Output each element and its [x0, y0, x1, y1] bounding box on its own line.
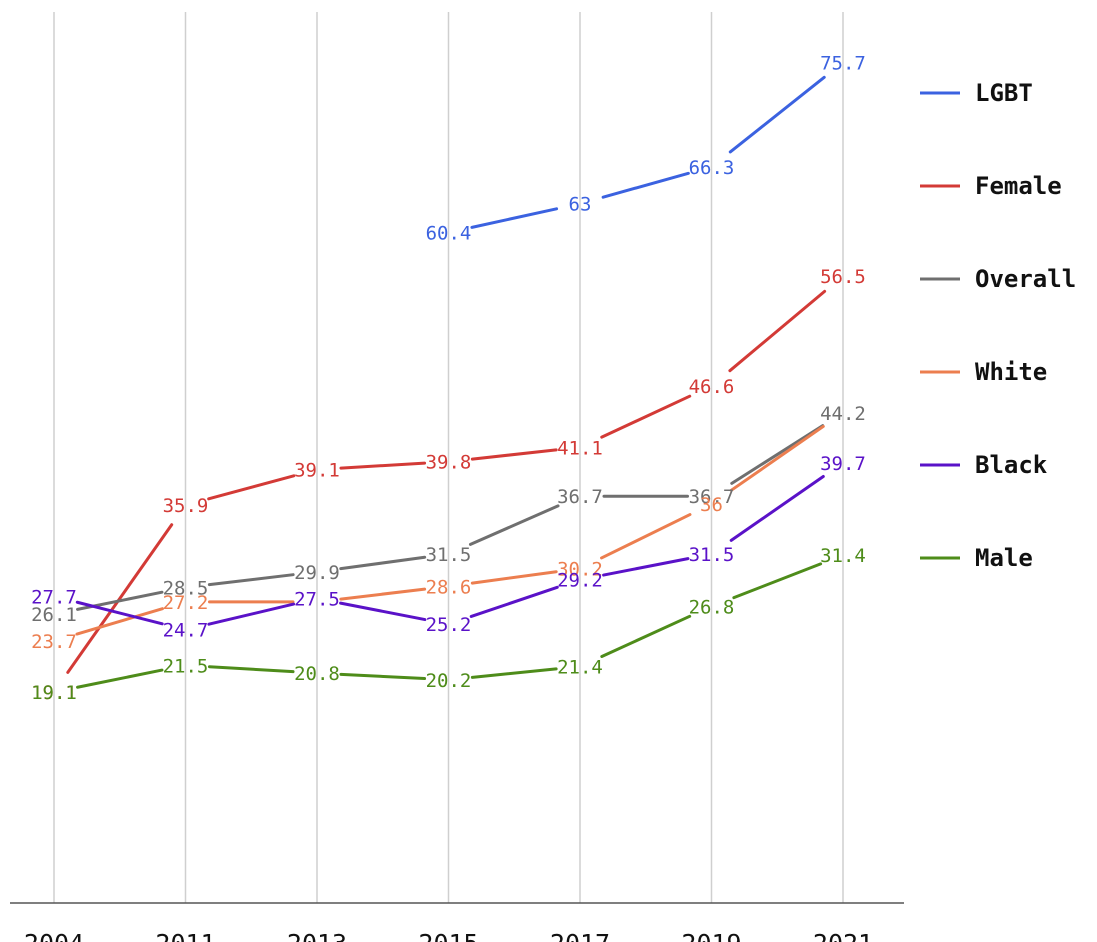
data-label-black: 25.2: [426, 614, 472, 636]
series-line-white-segment: [729, 424, 825, 492]
series-line-black-segment: [729, 475, 825, 542]
x-tick-label: 2013: [287, 929, 347, 942]
series-line-white-segment: [600, 513, 692, 560]
legend-label-black: Black: [975, 451, 1048, 479]
series-line-white-segment: [75, 607, 164, 636]
data-label-overall: 44.2: [820, 403, 866, 425]
data-label-overall: 31.5: [426, 544, 472, 566]
data-label-black: 29.2: [557, 570, 603, 592]
data-label-white: 27.2: [163, 592, 209, 614]
data-label-white: 23.7: [31, 631, 77, 653]
data-label-overall: 29.9: [294, 562, 340, 584]
data-label-male: 20.8: [294, 663, 340, 685]
data-label-black: 27.5: [294, 589, 340, 611]
data-label-white: 28.6: [426, 576, 472, 598]
x-tick-label: 2015: [418, 929, 478, 942]
legend: LGBT Female Overall White Black Male: [920, 79, 1076, 572]
legend-label-lgbt: LGBT: [975, 79, 1033, 107]
series-line-black-segment: [469, 585, 559, 618]
series-line-black-segment: [207, 602, 296, 626]
series-line-male-segment: [339, 672, 427, 681]
data-label-male: 20.2: [426, 670, 472, 692]
series-line-overall-segment: [207, 573, 295, 587]
data-label-male: 26.8: [689, 596, 735, 618]
x-tick-label: 2019: [681, 929, 741, 942]
data-label-male: 19.1: [31, 682, 77, 704]
data-label-female: 46.6: [689, 376, 735, 398]
data-label-black: 24.7: [163, 620, 209, 642]
x-tick-label: 2017: [550, 929, 610, 942]
data-label-female: 41.1: [557, 437, 603, 459]
data-label-overall: 36.7: [557, 486, 603, 508]
series-line-male-segment: [600, 614, 692, 658]
data-label-female: 39.8: [426, 452, 472, 474]
series-line-female-segment: [728, 289, 827, 373]
legend-label-white: White: [975, 358, 1047, 386]
data-label-black: 39.7: [820, 453, 866, 475]
x-tick-label: 2004: [24, 929, 84, 942]
series-lines: [66, 75, 827, 689]
series-line-female-segment: [66, 523, 174, 674]
series-line-black-segment: [602, 557, 690, 577]
series-line-black-segment: [75, 600, 164, 626]
data-label-female: 35.9: [163, 495, 209, 517]
data-label-lgbt: 75.7: [820, 52, 866, 74]
series-line-overall-segment: [468, 504, 560, 546]
data-label-female: 56.5: [820, 266, 866, 288]
data-label-white: 36: [700, 494, 723, 516]
data-label-female: 19.1: [31, 682, 77, 704]
x-tick-label: 2021: [813, 929, 873, 942]
legend-label-overall: Overall: [975, 265, 1076, 293]
data-label-lgbt: 63: [569, 194, 592, 216]
series-line-overall-segment: [730, 424, 825, 485]
data-label-lgbt: 60.4: [426, 223, 472, 245]
data-label-overall: 28.5: [163, 577, 209, 599]
series-line-black-segment: [339, 601, 427, 622]
series-line-white-segment: [470, 570, 558, 585]
series-line-white-segment: [339, 587, 427, 601]
series-line-lgbt-segment: [470, 207, 559, 229]
series-line-female-segment: [600, 394, 692, 439]
data-label-black: 31.5: [689, 544, 735, 566]
series-line-female-segment: [470, 448, 558, 461]
series-line-lgbt-segment: [601, 171, 690, 199]
x-tick-label: 2011: [155, 929, 215, 942]
data-labels: 60.4 63 66.3 75.7 19.1 35.9 39.1 39.8 41.1 46.6 56…: [31, 52, 866, 704]
data-label-white: 30.2: [557, 559, 603, 581]
data-label-male: 21.5: [163, 655, 209, 677]
series-line-male-segment: [732, 562, 823, 600]
series-line-male-segment: [207, 665, 295, 674]
data-label-overall: 26.1: [31, 604, 77, 626]
grid: [10, 12, 904, 904]
series-line-male-segment: [76, 668, 164, 689]
data-label-lgbt: 66.3: [689, 157, 735, 179]
series-line-lgbt-segment: [728, 75, 826, 154]
data-label-black: 27.7: [31, 586, 77, 608]
series-line-overall-segment: [339, 555, 427, 571]
series-line-female-segment: [339, 461, 427, 470]
x-axis-ticks: 2004 2011 2013 2015 2017 2019 2021: [24, 929, 873, 942]
data-label-female: 39.1: [294, 460, 340, 482]
legend-label-female: Female: [975, 172, 1062, 200]
legend-label-male: Male: [975, 544, 1033, 572]
series-line-female-segment: [207, 474, 296, 501]
data-label-overall: 36.7: [689, 486, 735, 508]
series-line-male-segment: [470, 667, 558, 679]
data-label-male: 21.4: [557, 656, 603, 678]
data-label-male: 31.4: [820, 545, 866, 567]
